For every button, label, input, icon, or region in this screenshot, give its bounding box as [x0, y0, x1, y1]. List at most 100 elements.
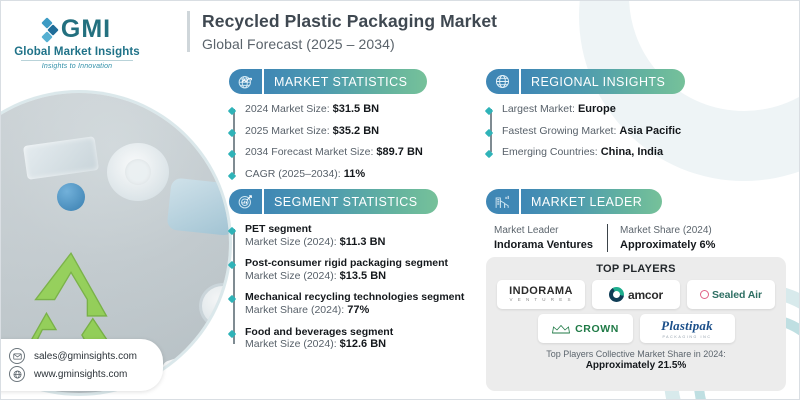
sealed-air-ring-icon [700, 290, 710, 299]
row-label: Market Share (2024): [245, 304, 345, 317]
list-item: PET segment Market Size (2024): $11.3 BN [245, 223, 469, 248]
crown-icon [551, 323, 571, 335]
player-logo-crown: CROWN [537, 314, 633, 343]
row-label: CAGR (2025–2034): [245, 167, 341, 180]
regional-insights-panel: REGIONAL INSIGHTS Largest Market: Europe… [486, 69, 756, 159]
page-subtitle: Global Forecast (2025 – 2034) [202, 35, 395, 52]
row-label: 2024 Market Size: [245, 103, 330, 115]
row-label: Fastest Growing Market: [502, 124, 617, 137]
market-statistics-panel: MARKET STATISTICS 2024 Market Size: $31.… [229, 69, 459, 181]
market-statistics-title: MARKET STATISTICS [274, 74, 408, 89]
row-value: $11.3 BN [339, 235, 386, 248]
list-item: Largest Market: Europe [502, 103, 756, 116]
collective-share-label: Top Players Collective Market Share in 2… [546, 349, 726, 359]
player-name: Plastipak [661, 317, 713, 333]
top-players-title: TOP PLAYERS [596, 263, 676, 275]
top-players-row-1: INDORAMA V E N T U R E S amcor Sealed Ai… [494, 280, 778, 309]
company-name: Global Market Insights [14, 46, 140, 58]
list-item: CAGR (2025–2034): 11% [245, 168, 459, 181]
regional-insights-header: REGIONAL INSIGHTS [486, 69, 756, 94]
player-logo-indorama: INDORAMA V E N T U R E S [497, 280, 585, 309]
contact-email-row[interactable]: sales@gminsights.com [9, 348, 153, 364]
list-item: Post-consumer rigid packaging segment Ma… [245, 257, 469, 282]
row-value: Europe [577, 103, 616, 115]
regional-insights-list: Largest Market: Europe Fastest Growing M… [486, 103, 756, 159]
collective-share-value: Approximately 21.5% [585, 360, 687, 371]
row-value: 11% [343, 167, 366, 180]
row-label: Market Size (2024): [245, 338, 337, 351]
company-tagline: Insights to Innovation [41, 63, 113, 70]
regional-insights-title: REGIONAL INSIGHTS [531, 74, 666, 89]
player-logo-amcor: amcor [592, 280, 680, 309]
list-item: 2034 Forecast Market Size: $89.7 BN [245, 146, 459, 159]
segment-name: Mechanical recycling technologies segmen… [245, 291, 465, 304]
market-leader-column: Market Leader Indorama Ventures [494, 224, 607, 252]
list-item: 2025 Market Size: $35.2 BN [245, 125, 459, 138]
globe-chart-icon [229, 69, 262, 94]
player-name: INDORAMA [509, 285, 573, 298]
player-subtext: V E N T U R E S [509, 297, 573, 303]
list-item: Emerging Countries: China, India [502, 146, 756, 159]
market-leader-body: Market Leader Indorama Ventures Market S… [486, 224, 776, 253]
list-item: Food and beverages segment Market Size (… [245, 326, 469, 351]
list-item: 2024 Market Size: $31.5 BN [245, 103, 459, 116]
list-item: Fastest Growing Market: Asia Pacific [502, 125, 756, 138]
factory-icon [486, 189, 519, 214]
contact-email: sales@gminsights.com [34, 350, 137, 362]
segment-statistics-panel: SEGMENT STATISTICS PET segment Market Si… [229, 189, 469, 351]
contact-website: www.gminsights.com [34, 368, 128, 380]
market-share-column: Market Share (2024) Approximately 6% [607, 224, 716, 253]
segment-name: Food and beverages segment [245, 325, 394, 338]
row-value: Asia Pacific [619, 124, 682, 137]
market-leader-panel: MARKET LEADER Market Leader Indorama Ven… [486, 189, 776, 253]
player-logo-plastipak: Plastipak PACKAGING INC [639, 314, 735, 343]
market-leader-header: MARKET LEADER [486, 189, 776, 214]
market-statistics-header: MARKET STATISTICS [229, 69, 459, 94]
page-title: Recycled Plastic Packaging Market [202, 11, 498, 31]
row-value: $35.2 BN [332, 124, 380, 137]
gmi-logo: GMI Global Market Insights Insights to I… [13, 15, 141, 71]
list-item: Mechanical recycling technologies segmen… [245, 291, 469, 316]
row-value: China, India [600, 146, 664, 159]
player-logo-sealed-air: Sealed Air [687, 280, 775, 309]
market-leader-value: Indorama Ventures [494, 239, 594, 251]
market-share-value: Approximately 6% [620, 239, 716, 251]
globe-icon [486, 69, 519, 94]
player-name: CROWN [575, 322, 619, 335]
segment-name: PET segment [245, 223, 312, 235]
envelope-icon [9, 348, 25, 364]
segment-statistics-list: PET segment Market Size (2024): $11.3 BN… [229, 223, 469, 351]
player-name: amcor [627, 287, 664, 302]
market-leader-label: Market Leader [494, 225, 559, 236]
market-statistics-list: 2024 Market Size: $31.5 BN 2025 Market S… [229, 103, 459, 181]
row-value: $13.5 BN [339, 269, 387, 282]
page-title-block: Recycled Plastic Packaging Market Global… [187, 11, 497, 52]
row-label: 2034 Forecast Market Size: [245, 146, 374, 159]
contact-pill: sales@gminsights.com www.gminsights.com [1, 339, 163, 391]
row-value: $12.6 BN [339, 338, 387, 351]
globe-icon [9, 366, 25, 382]
row-label: 2025 Market Size: [245, 124, 330, 137]
player-subtext: PACKAGING INC [662, 334, 712, 339]
top-players-row-2: CROWN Plastipak PACKAGING INC [494, 314, 778, 343]
segment-name: Post-consumer rigid packaging segment [245, 257, 449, 270]
amcor-swirl-icon [608, 287, 624, 302]
row-label: Emerging Countries: [502, 146, 598, 159]
contact-website-row[interactable]: www.gminsights.com [9, 366, 153, 382]
row-value: $31.5 BN [332, 103, 380, 115]
top-players-card: TOP PLAYERS INDORAMA V E N T U R E S amc… [486, 257, 786, 391]
market-leader-title: MARKET LEADER [531, 194, 643, 209]
top-players-footer: Top Players Collective Market Share in 2… [494, 349, 778, 371]
row-label: Largest Market: [502, 103, 575, 115]
row-label: Market Size (2024): [245, 269, 337, 282]
logo-divider [21, 60, 133, 61]
segment-statistics-title: SEGMENT STATISTICS [274, 194, 418, 209]
market-share-label: Market Share (2024) [620, 225, 712, 236]
row-value: $89.7 BN [376, 146, 423, 159]
player-name: Sealed Air [712, 288, 762, 301]
row-label: Market Size (2024): [245, 235, 337, 248]
segment-statistics-header: SEGMENT STATISTICS [229, 189, 469, 214]
logo-text: GMI [60, 15, 112, 43]
row-value: 77% [347, 304, 370, 317]
